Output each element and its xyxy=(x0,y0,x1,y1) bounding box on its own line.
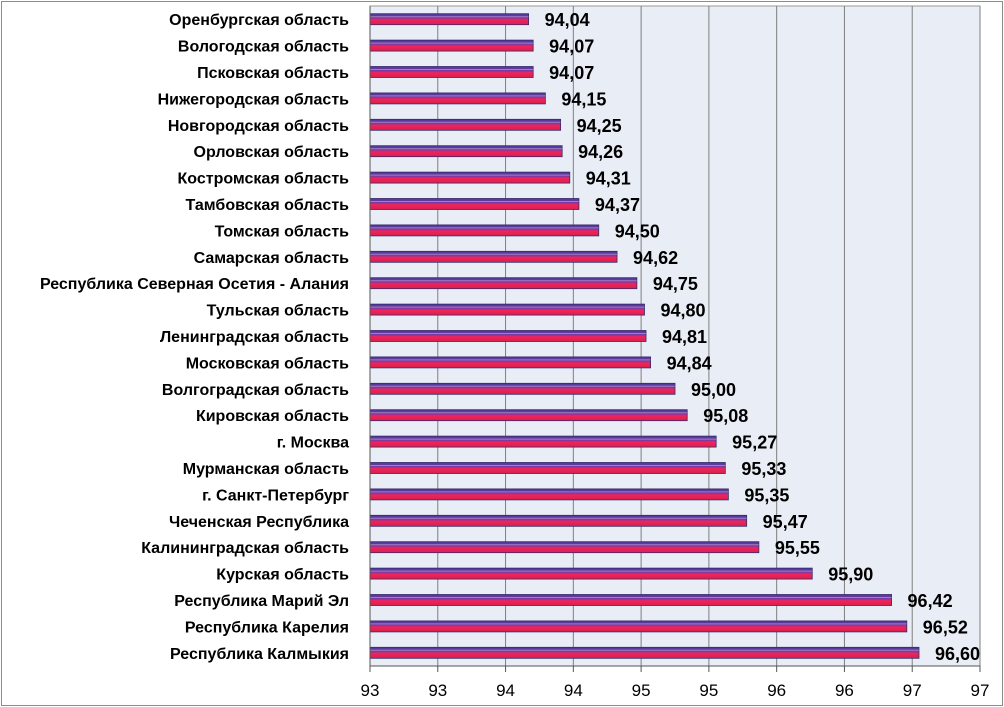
value-label: 95,08 xyxy=(703,406,748,426)
bar xyxy=(369,250,618,263)
x-tick-label: 95 xyxy=(699,681,718,700)
bars xyxy=(369,13,920,659)
bar xyxy=(369,620,908,633)
bar xyxy=(369,198,580,210)
value-label: 94,75 xyxy=(653,274,698,294)
bar xyxy=(369,646,920,659)
value-label: 95,33 xyxy=(741,459,786,479)
value-label: 94,31 xyxy=(586,169,631,189)
category-label: Республика Северная Осетия - Алания xyxy=(40,276,349,293)
category-label: Томская область xyxy=(215,223,350,240)
category-label: Республика Калмыкия xyxy=(170,646,349,663)
value-label: 94,07 xyxy=(549,63,594,83)
value-label: 96,60 xyxy=(935,644,980,664)
bar xyxy=(369,171,571,184)
value-label: 95,27 xyxy=(732,433,777,453)
bar xyxy=(369,224,600,237)
x-tick-label: 93 xyxy=(361,681,380,700)
category-label: Самарская область xyxy=(194,250,350,267)
value-label: 95,55 xyxy=(775,538,820,558)
category-label: Псковская область xyxy=(197,65,349,82)
value-label: 94,62 xyxy=(633,248,678,268)
bar xyxy=(369,382,676,395)
category-label: Калининградская область xyxy=(141,540,349,557)
x-tick-label: 96 xyxy=(835,681,854,700)
value-label: 94,81 xyxy=(662,327,707,347)
category-label: Костромская область xyxy=(178,171,350,188)
value-label: 94,07 xyxy=(549,37,594,57)
category-label: Волгоградская область xyxy=(162,382,349,399)
bar xyxy=(369,145,563,158)
value-label: 94,15 xyxy=(561,89,606,109)
bar xyxy=(369,541,760,554)
value-label: 95,35 xyxy=(744,485,789,505)
value-label: 96,42 xyxy=(908,591,953,611)
value-label: 94,04 xyxy=(545,10,590,30)
x-tick-label: 93 xyxy=(428,681,447,700)
value-label: 94,25 xyxy=(577,116,622,136)
x-tick-label: 95 xyxy=(632,681,651,700)
bar xyxy=(369,462,726,474)
category-label: Тамбовская область xyxy=(186,197,350,214)
category-label: Московская область xyxy=(186,355,349,372)
category-label: Республика Карелия xyxy=(185,619,349,636)
value-label: 94,26 xyxy=(578,142,623,162)
bar xyxy=(369,118,562,131)
category-label: Курская область xyxy=(216,567,349,584)
bar xyxy=(369,330,647,342)
value-label: 94,37 xyxy=(595,195,640,215)
x-axis: 93 93 94 94 95 95 96 96 97 97 xyxy=(361,6,990,700)
bar xyxy=(369,514,748,527)
bar xyxy=(369,277,638,290)
value-label: 95,00 xyxy=(691,380,736,400)
category-label: Республика Марий Эл xyxy=(174,593,349,610)
category-label: Мурманская область xyxy=(183,461,349,478)
category-label: г. Санкт-Петербург xyxy=(202,487,349,504)
bar xyxy=(369,488,729,501)
category-label: Нижегородская область xyxy=(158,91,350,108)
category-label: Ленинградская область xyxy=(160,329,349,346)
category-labels: Оренбургская область Вологодская область П… xyxy=(40,12,349,663)
value-label: 94,50 xyxy=(615,221,660,241)
value-label: 95,90 xyxy=(828,565,873,585)
category-label: Орловская область xyxy=(194,144,350,161)
value-label: 96,52 xyxy=(923,617,968,637)
category-label: Тульская область xyxy=(207,303,349,320)
x-tick-label: 96 xyxy=(767,681,786,700)
x-tick-label: 97 xyxy=(971,681,990,700)
category-label: Новгородская область xyxy=(168,118,349,135)
x-tick-label: 94 xyxy=(496,681,515,700)
bar xyxy=(369,409,688,422)
value-label: 94,84 xyxy=(667,353,712,373)
category-label: г. Москва xyxy=(277,435,349,452)
category-label: Вологодская область xyxy=(178,39,349,56)
bar xyxy=(369,594,892,606)
bar xyxy=(369,13,530,26)
bar xyxy=(369,39,534,52)
category-label: Кировская область xyxy=(196,408,349,425)
value-labels: 94,04 94,07 94,07 94,15 94,25 94,26 94,31 94,37… xyxy=(545,10,980,664)
category-label: Чеченская Республика xyxy=(169,514,349,531)
x-tick-label: 97 xyxy=(903,681,922,700)
bar xyxy=(369,356,652,369)
bar xyxy=(369,567,813,580)
bar xyxy=(369,66,534,78)
value-label: 95,47 xyxy=(763,512,808,532)
bar xyxy=(369,92,546,105)
bar xyxy=(369,303,645,316)
bar xyxy=(369,435,717,448)
x-tick-label: 94 xyxy=(564,681,583,700)
value-label: 94,80 xyxy=(661,301,706,321)
category-label: Оренбургская область xyxy=(169,12,349,29)
